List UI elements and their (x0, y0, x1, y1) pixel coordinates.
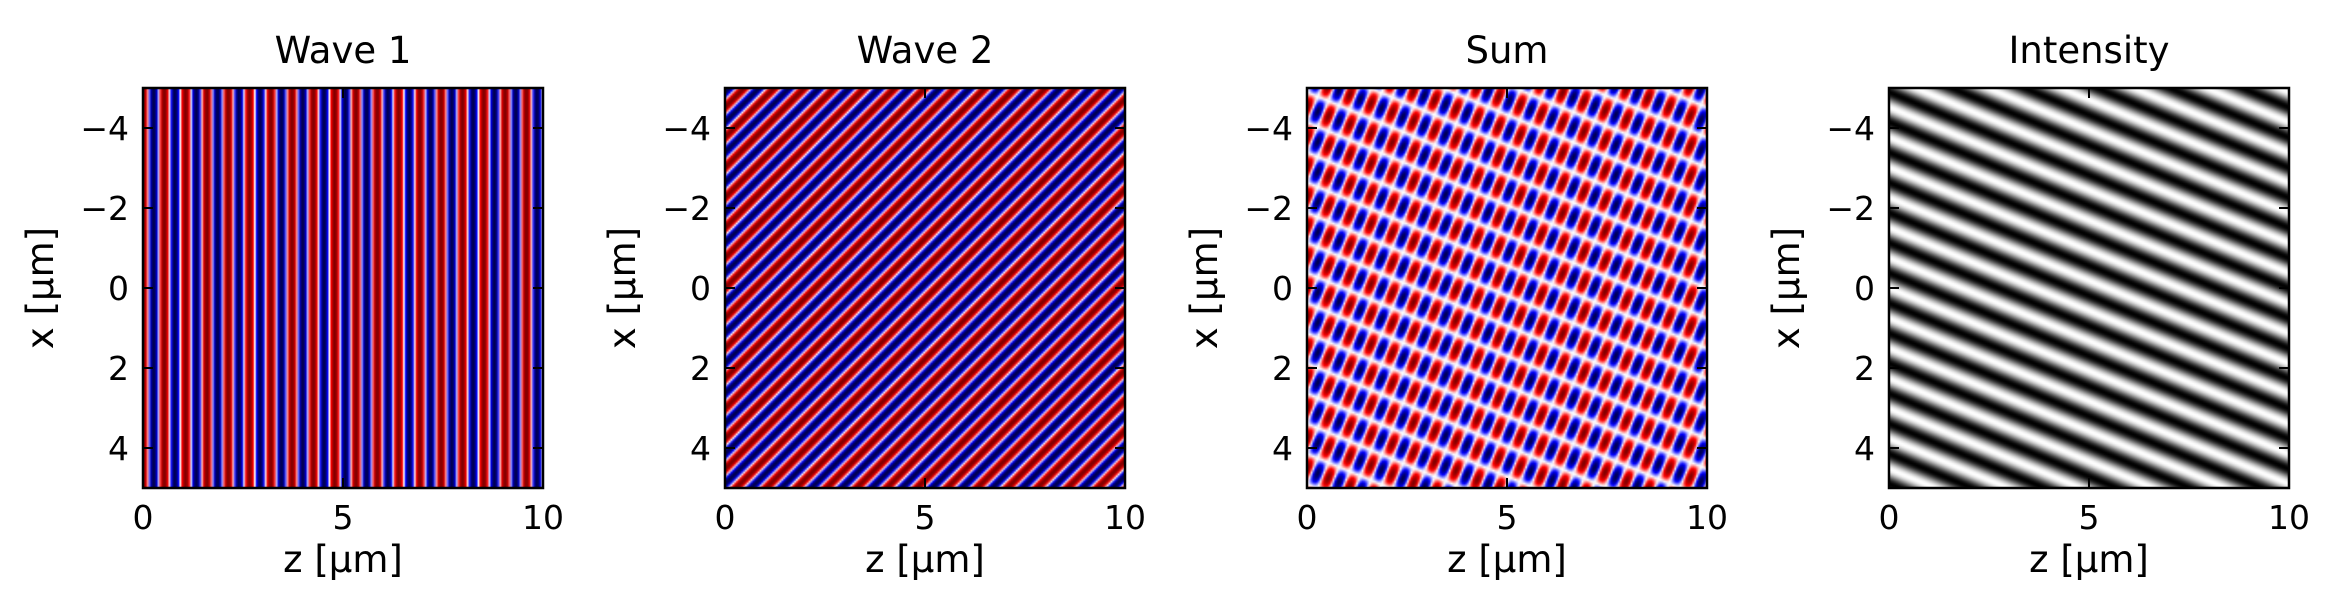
y-tick-label: −4 (1244, 109, 1293, 148)
subplot-title: Wave 2 (857, 29, 994, 72)
y-tick-label: 2 (1272, 349, 1293, 388)
x-tick-label: 0 (133, 498, 154, 537)
subplot-title: Sum (1466, 29, 1549, 72)
x-tick-label: 10 (1104, 498, 1146, 537)
y-axis-label: x [μm] (601, 227, 644, 349)
y-tick-label: −4 (1826, 109, 1875, 148)
y-tick-label: 0 (1854, 269, 1875, 308)
y-tick-label: −2 (1826, 189, 1875, 228)
subplot-title: Intensity (2008, 29, 2169, 72)
heatmap-image (1307, 88, 1707, 488)
y-tick-label: 4 (108, 429, 129, 468)
y-tick-label: 0 (1272, 269, 1293, 308)
x-tick-label: 5 (2079, 498, 2100, 537)
y-tick-label: −4 (662, 109, 711, 148)
y-tick-label: 4 (1272, 429, 1293, 468)
x-tick-label: 5 (1497, 498, 1518, 537)
y-tick-label: 4 (1854, 429, 1875, 468)
y-tick-label: −2 (1244, 189, 1293, 228)
x-tick-label: 0 (715, 498, 736, 537)
x-axis-label: z [μm] (2029, 538, 2149, 581)
x-axis-label: z [μm] (283, 538, 403, 581)
y-tick-label: 2 (690, 349, 711, 388)
heatmap-image (725, 88, 1125, 488)
heatmap-image (143, 88, 543, 488)
subplot-title: Wave 1 (275, 29, 412, 72)
y-axis-label: x [μm] (1183, 227, 1226, 349)
x-axis-label: z [μm] (1447, 538, 1567, 581)
subplot-1: Wave 1 0 5 10 −4 −2 0 2 4 z [μm] x [μm] (19, 29, 564, 581)
x-tick-label: 5 (333, 498, 354, 537)
subplot-4: Intensity 0 5 10 −4 −2 0 2 4 z [μm] x [μm] (1765, 29, 2310, 581)
subplot-3: Sum 0 5 10 −4 −2 0 2 4 z [μm] x [μm] (1183, 29, 1728, 581)
heatmap-image (1889, 88, 2289, 488)
y-axis-label: x [μm] (19, 227, 62, 349)
x-tick-label: 0 (1297, 498, 1318, 537)
y-tick-label: −2 (662, 189, 711, 228)
y-tick-label: 2 (108, 349, 129, 388)
y-tick-label: 4 (690, 429, 711, 468)
x-tick-label: 5 (915, 498, 936, 537)
y-tick-label: −2 (80, 189, 129, 228)
x-tick-label: 0 (1879, 498, 1900, 537)
y-tick-label: −4 (80, 109, 129, 148)
y-tick-label: 0 (690, 269, 711, 308)
subplot-2: Wave 2 0 5 10 −4 −2 0 2 4 z [μm] x [μm] (601, 29, 1146, 581)
y-tick-label: 0 (108, 269, 129, 308)
y-tick-label: 2 (1854, 349, 1875, 388)
x-axis-label: z [μm] (865, 538, 985, 581)
y-axis-label: x [μm] (1765, 227, 1808, 349)
x-tick-label: 10 (522, 498, 564, 537)
x-tick-label: 10 (2268, 498, 2310, 537)
x-tick-label: 10 (1686, 498, 1728, 537)
